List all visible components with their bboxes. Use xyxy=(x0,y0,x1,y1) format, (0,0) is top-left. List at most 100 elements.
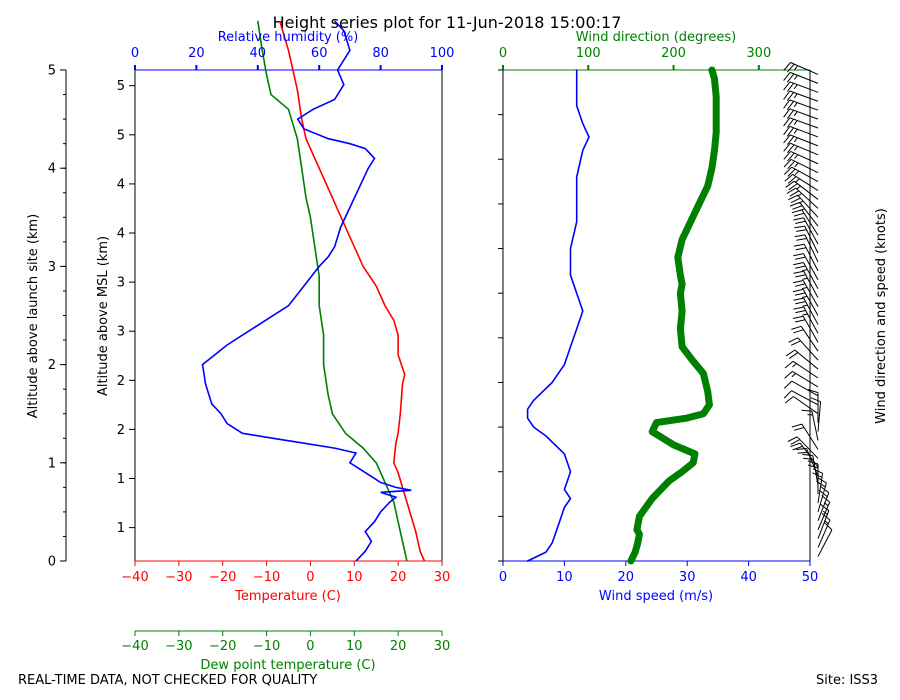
wind-barb-half-feather xyxy=(802,304,808,307)
wind-barbs xyxy=(783,62,833,557)
wind-barb-staff xyxy=(794,349,819,370)
wind-barb-staff xyxy=(802,289,819,316)
wind-barb-staff xyxy=(803,253,819,281)
wind-barb xyxy=(807,460,819,495)
wind-barb-staff xyxy=(789,71,819,84)
wind-barb xyxy=(783,158,819,174)
wind-barb-staff xyxy=(795,187,819,209)
wind-barb xyxy=(785,349,819,370)
wind-barb-feather xyxy=(783,126,791,136)
wind-barb xyxy=(783,134,819,147)
wind-barb-feather xyxy=(807,464,819,469)
msl-altitude-tick-label: 3 xyxy=(117,276,125,291)
wind-barb-feather xyxy=(793,262,804,266)
dewpoint-tick-label: −30 xyxy=(165,639,192,654)
wind-barb-feather xyxy=(783,108,791,118)
wind-barb xyxy=(793,253,819,281)
wind-barb-staff xyxy=(811,410,819,441)
launch-altitude-axis-label: Altitude above launch site (km) xyxy=(26,214,41,418)
wind-barb-feather xyxy=(790,197,801,204)
launch-altitude-tick-label: 4 xyxy=(48,162,56,177)
wind-barb-feather xyxy=(788,183,798,191)
wind-barb xyxy=(784,370,819,388)
wind-barb-feather xyxy=(783,380,793,389)
temperature-axis-label: Temperature (C) xyxy=(234,589,341,604)
wind-barb-half-feather xyxy=(793,102,798,108)
temperature-tick-label: 0 xyxy=(306,570,314,585)
wind-barb-feather xyxy=(783,134,791,144)
wind-barb xyxy=(789,201,819,227)
wind-barb-staff xyxy=(803,271,819,298)
wind-barb-staff xyxy=(803,217,819,245)
wind-barb-feather xyxy=(794,225,805,229)
wind-barb-feather xyxy=(785,180,795,188)
wind-barb-staff xyxy=(817,492,830,522)
wind-barb xyxy=(790,442,819,468)
wind-barb xyxy=(788,194,819,218)
wind-barb xyxy=(783,117,819,129)
wind-barb-staff xyxy=(791,390,819,406)
wind-barb-feather xyxy=(784,371,793,379)
wind-barb-feather xyxy=(786,82,794,92)
launch-altitude-tick-label: 5 xyxy=(48,64,56,79)
wind-barb-feather xyxy=(787,160,796,170)
wind-barb xyxy=(783,81,819,93)
wind-barb-feather xyxy=(791,325,802,330)
wind-barb xyxy=(784,360,819,379)
wind-barb-half-feather xyxy=(793,137,798,143)
wind-barb xyxy=(783,99,819,111)
wind-barb-staff xyxy=(806,448,819,477)
wind-barb-feather xyxy=(795,265,806,269)
wind-barb-feather xyxy=(795,220,806,224)
wind-panel: 0 10 20 30 40 50 0 100 200 300 Wind direction (de… xyxy=(498,30,889,604)
wind-barb-feather xyxy=(802,453,813,457)
dewpoint-tick-label: −40 xyxy=(121,639,148,654)
wind-barb-feather xyxy=(807,460,819,465)
wind-barb-half-feather xyxy=(791,373,797,378)
wind-barb xyxy=(788,337,819,361)
wind-barb-staff xyxy=(789,81,819,93)
wind-barb-feather xyxy=(793,212,805,217)
quality-note: REAL-TIME DATA, NOT CHECKED FOR QUALITY xyxy=(18,673,318,688)
chart-title: Height series plot for 11-Jun-2018 15:00… xyxy=(273,13,622,32)
wind-barb-feather xyxy=(795,247,807,251)
wind-barb-staff xyxy=(803,297,819,325)
wind-barb xyxy=(794,234,819,263)
wind-barb-feather xyxy=(796,238,807,241)
wind-barb-half-feather xyxy=(801,286,808,290)
wind-speed-axis-label: Wind speed (m/s) xyxy=(599,589,713,604)
launch-altitude-tick-label: 1 xyxy=(48,456,56,471)
wind-barb-feather xyxy=(783,117,791,127)
wind_direction-tick-label: 300 xyxy=(746,46,771,61)
wind-barb-feather xyxy=(793,306,804,310)
wind-barb-staff xyxy=(817,473,824,504)
wind-barb-staff xyxy=(817,519,831,548)
wind-barb-feather xyxy=(794,234,806,238)
wind-barb-feather xyxy=(783,62,791,71)
wind-barb-half-feather xyxy=(793,84,798,90)
wind-barb xyxy=(791,325,819,352)
wind-barb-staff xyxy=(790,150,819,165)
dewpoint-tick-label: −10 xyxy=(253,639,280,654)
wind-barb-feather xyxy=(793,297,804,301)
humidity-tick-label: 100 xyxy=(430,46,455,61)
wind-barb-feather xyxy=(792,288,804,293)
wind-barb-feather xyxy=(820,503,830,512)
wind-barb-feather xyxy=(794,319,806,323)
humidity-tick-label: 20 xyxy=(188,46,205,61)
wind-barb-feather xyxy=(786,187,797,194)
wind-barb-feather xyxy=(789,190,800,197)
wind_speed-tick-label: 40 xyxy=(740,570,757,585)
wind_speed-tick-label: 30 xyxy=(679,570,696,585)
wind_speed-tick-label: 0 xyxy=(499,570,507,585)
msl-altitude-axis-label: Altitude above MSL (km) xyxy=(96,236,111,396)
wind-barb-staff xyxy=(790,158,819,174)
wind_direction-tick-label: 100 xyxy=(576,46,601,61)
wind-barb-half-feather xyxy=(796,185,801,190)
wind-barb-staff xyxy=(803,306,819,334)
humidity-tick-label: 40 xyxy=(250,46,267,61)
wind-barb xyxy=(801,409,819,441)
wind-barb xyxy=(783,125,819,138)
wind-barb xyxy=(807,389,819,423)
wind-plot-frame xyxy=(502,69,811,562)
